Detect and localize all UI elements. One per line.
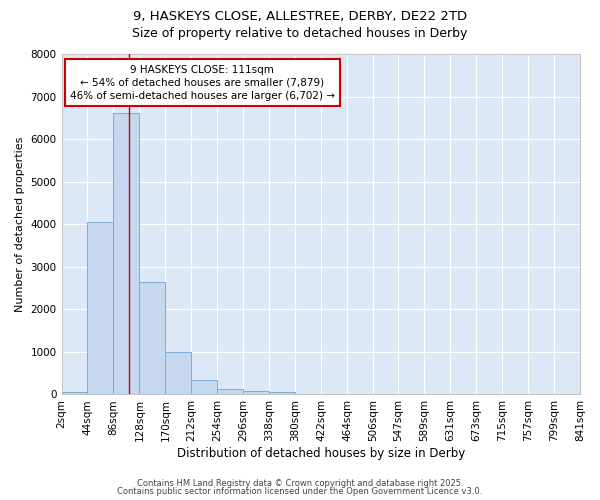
Bar	[191, 380, 217, 394]
Text: Contains public sector information licensed under the Open Government Licence v3: Contains public sector information licen…	[118, 487, 482, 496]
Bar	[62, 392, 88, 394]
Bar	[243, 390, 269, 394]
Bar	[166, 352, 191, 395]
Bar	[269, 392, 295, 394]
Y-axis label: Number of detached properties: Number of detached properties	[15, 136, 25, 312]
X-axis label: Distribution of detached houses by size in Derby: Distribution of detached houses by size …	[176, 447, 465, 460]
Bar	[217, 389, 243, 394]
Text: 9 HASKEYS CLOSE: 111sqm
← 54% of detached houses are smaller (7,879)
46% of semi: 9 HASKEYS CLOSE: 111sqm ← 54% of detache…	[70, 64, 335, 101]
Bar	[113, 112, 139, 394]
Text: 9, HASKEYS CLOSE, ALLESTREE, DERBY, DE22 2TD: 9, HASKEYS CLOSE, ALLESTREE, DERBY, DE22…	[133, 10, 467, 23]
Bar	[139, 282, 166, 395]
Bar	[88, 222, 113, 394]
Text: Size of property relative to detached houses in Derby: Size of property relative to detached ho…	[133, 28, 467, 40]
Text: Contains HM Land Registry data © Crown copyright and database right 2025.: Contains HM Land Registry data © Crown c…	[137, 478, 463, 488]
